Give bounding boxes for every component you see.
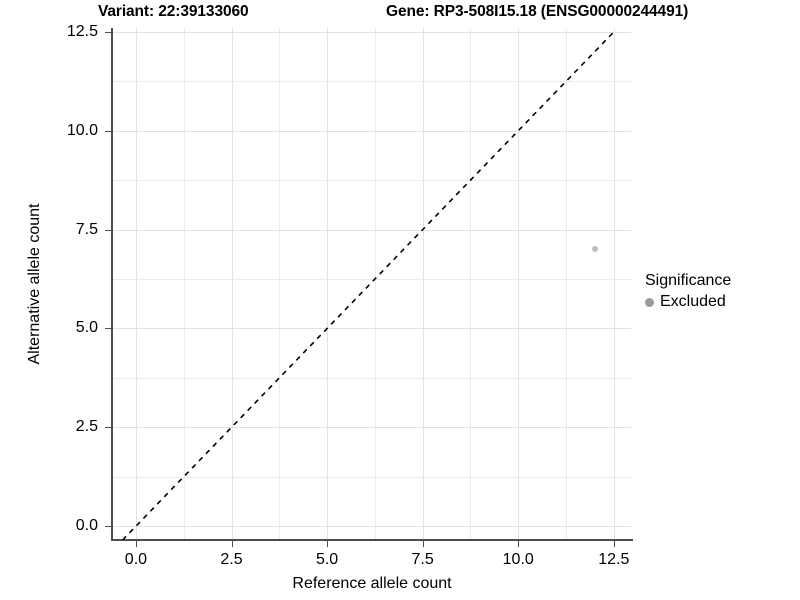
legend: Significance Excluded [645, 272, 731, 311]
y-axis-tick [105, 229, 111, 231]
x-axis-tick [613, 541, 615, 547]
gridline-vertical-minor [566, 28, 567, 540]
plot-panel [113, 28, 631, 540]
x-axis-tick [231, 541, 233, 547]
y-axis-tick [105, 130, 111, 132]
y-axis-tick-label: 7.5 [75, 220, 98, 238]
y-axis-tick [105, 328, 111, 330]
gridline-horizontal-major [113, 229, 631, 231]
y-axis-title: Alternative allele count [26, 203, 43, 365]
y-axis-line [111, 28, 113, 540]
gridline-vertical-minor [470, 28, 472, 540]
legend-dot-icon [645, 297, 654, 307]
gridline-horizontal-minor [113, 279, 631, 281]
gridline-horizontal-major [113, 130, 631, 132]
y-axis-tick-label: 10.0 [66, 121, 98, 139]
gridline-vertical-major [231, 28, 233, 540]
x-axis-tick [518, 541, 520, 547]
legend-title: Significance [645, 272, 732, 289]
x-axis-tick-label: 0.0 [124, 551, 148, 568]
x-axis-tick [327, 541, 329, 547]
y-axis-tick-label: 5.0 [75, 319, 98, 337]
x-axis-line [111, 539, 633, 541]
gridline-vertical-minor [374, 28, 376, 540]
y-axis-tick-label: 12.5 [66, 22, 98, 40]
y-axis-tick [105, 427, 111, 429]
y-axis-tick-label: 2.5 [75, 418, 98, 436]
x-axis-tick-label: 12.5 [598, 551, 630, 568]
legend-item-label: Excluded [660, 293, 726, 310]
gridline-horizontal-minor [113, 180, 631, 182]
gridline-horizontal-major [113, 526, 631, 528]
gridline-horizontal-major [113, 328, 631, 330]
y-axis-tick-label: 0.0 [75, 517, 98, 535]
legend-item-excluded[interactable]: Excluded [645, 293, 731, 311]
gridline-vertical-minor [183, 28, 185, 540]
gridline-horizontal-minor [113, 476, 631, 478]
variant-title: Variant: 22:39133060 [98, 3, 249, 20]
y-axis-tick [105, 31, 111, 33]
x-axis-tick [135, 541, 137, 547]
gridline-vertical-major [135, 28, 137, 540]
x-axis-tick-label: 5.0 [315, 551, 339, 568]
chart-title-row: Variant: 22:39133060 Gene: RP3-508I15.18… [0, 3, 800, 25]
gridline-vertical-major [518, 28, 520, 540]
gridline-horizontal-major [113, 427, 631, 429]
y-axis-tick [105, 526, 111, 528]
x-axis-tick-label: 7.5 [411, 551, 434, 568]
gridline-horizontal-major [113, 31, 631, 33]
x-axis-tick-label: 10.0 [502, 551, 534, 568]
gridline-vertical-major [613, 28, 615, 540]
gridline-vertical-minor [279, 28, 281, 540]
x-axis-tick [422, 541, 424, 547]
gene-title: Gene: RP3-508I15.18 (ENSG00000244491) [386, 3, 689, 20]
x-axis-title: Reference allele count [292, 575, 452, 592]
gridline-horizontal-minor [113, 81, 631, 83]
x-axis-tick-label: 2.5 [220, 551, 243, 568]
gridline-vertical-major [327, 28, 329, 540]
gridline-vertical-major [422, 28, 424, 540]
gridline-horizontal-minor [113, 377, 631, 379]
data-point[interactable] [591, 246, 598, 253]
